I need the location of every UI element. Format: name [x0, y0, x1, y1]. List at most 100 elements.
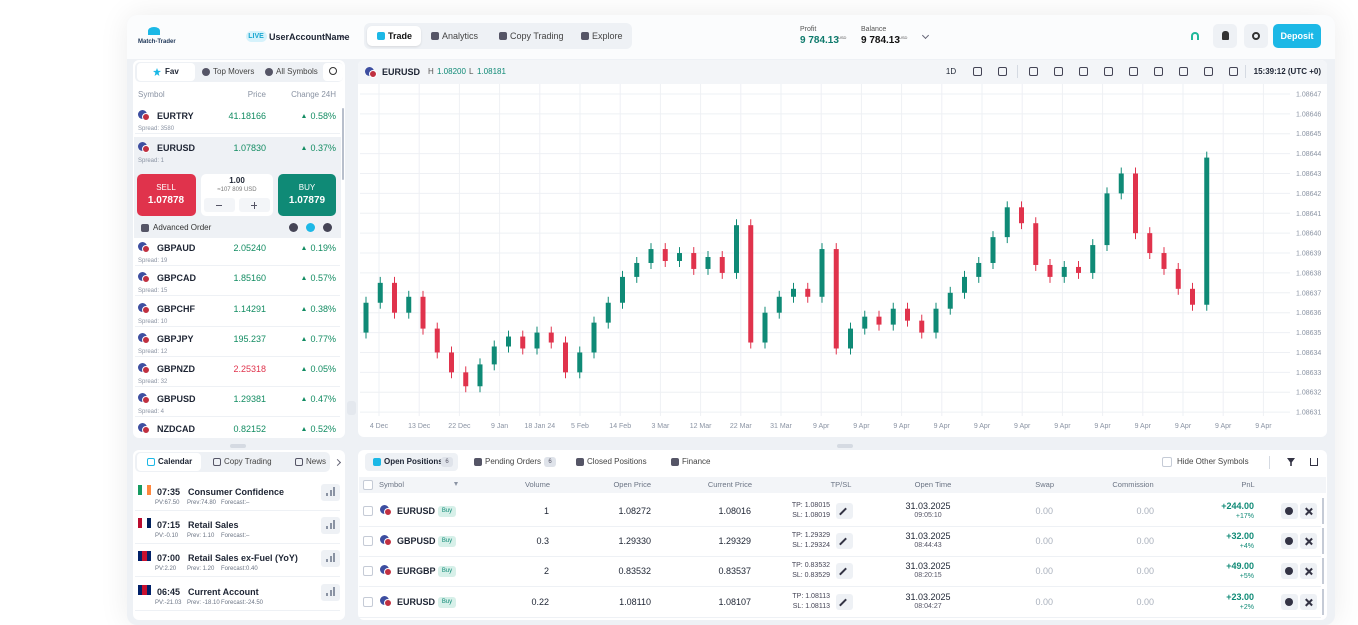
- column-header: Change 24H: [291, 90, 336, 99]
- positions-tab[interactable]: Open Positions: [384, 457, 443, 466]
- positions-tab[interactable]: Closed Positions: [587, 457, 647, 466]
- candle-body: [491, 346, 497, 365]
- checkbox[interactable]: [363, 536, 373, 546]
- search-icon: [329, 67, 337, 75]
- symbol: EURUSD: [397, 597, 436, 607]
- checkbox[interactable]: [363, 597, 373, 607]
- tool-icon[interactable]: [973, 67, 982, 76]
- calendar-tab[interactable]: News: [306, 457, 327, 466]
- tool-separator: [1017, 65, 1018, 78]
- candle-body: [1061, 266, 1067, 277]
- checkbox[interactable]: [363, 566, 373, 576]
- event-title[interactable]: Consumer Confidence: [188, 487, 285, 497]
- tab-icon: [265, 68, 273, 76]
- x-tick-label: 9 Apr: [1255, 423, 1272, 430]
- tab-icon: [431, 32, 439, 40]
- up-arrow: [302, 367, 306, 371]
- symbol[interactable]: GBPUSD: [157, 394, 196, 404]
- up-arrow: [302, 276, 306, 280]
- sell-button[interactable]: [137, 174, 196, 216]
- nav-tab[interactable]: Copy Trading: [510, 31, 564, 41]
- symbol[interactable]: EURUSD: [157, 143, 196, 153]
- tool-icon[interactable]: [1204, 67, 1213, 76]
- flag-stripe: [142, 485, 147, 495]
- buy-label[interactable]: BUY: [298, 183, 316, 192]
- balance-value: 9 784.13: [861, 35, 900, 46]
- candle-body: [392, 282, 397, 313]
- row-marker: [1322, 498, 1324, 524]
- event-title[interactable]: Retail Sales ex-Fuel (YoY): [188, 553, 298, 563]
- timeframe[interactable]: 1D: [945, 67, 957, 76]
- buy-price[interactable]: 1.07879: [288, 195, 326, 206]
- nav-tab[interactable]: Explore: [592, 31, 623, 41]
- checkbox[interactable]: [363, 506, 373, 516]
- buy-button[interactable]: [278, 174, 336, 216]
- flag-stripe: [138, 585, 143, 595]
- info-icon: [1285, 598, 1293, 606]
- tool-icon[interactable]: [1154, 67, 1163, 76]
- checkbox[interactable]: [1162, 457, 1172, 467]
- chart-symbol[interactable]: EURUSD: [382, 67, 421, 77]
- account-name[interactable]: UserAccountName: [269, 32, 350, 42]
- row-separator: [135, 576, 340, 577]
- change: 0.37%: [310, 143, 336, 153]
- deposit-button[interactable]: Deposit: [1280, 31, 1314, 41]
- y-tick-label: 1.08640: [1296, 231, 1321, 238]
- tool-icon[interactable]: [1054, 67, 1063, 76]
- tool-icon[interactable]: [1079, 67, 1088, 76]
- watchlist-tab[interactable]: All Symbols: [276, 67, 318, 76]
- sell-label[interactable]: SELL: [156, 183, 176, 192]
- download-icon[interactable]: [1310, 458, 1318, 466]
- checkbox[interactable]: [363, 480, 373, 490]
- tool-icon[interactable]: [1129, 67, 1138, 76]
- tool-icon[interactable]: [1029, 67, 1038, 76]
- tool-icon[interactable]: [1229, 67, 1238, 76]
- tool-icon[interactable]: [998, 67, 1007, 76]
- candle-body: [1090, 245, 1096, 273]
- tool-icon[interactable]: [1104, 67, 1113, 76]
- nav-tab[interactable]: Analytics: [442, 31, 479, 41]
- side: Buy: [441, 599, 453, 605]
- nav-tab[interactable]: Trade: [388, 31, 413, 41]
- count-badge: [544, 457, 556, 467]
- column-header: TP/SL: [830, 480, 852, 489]
- tool-icon[interactable]: [1179, 67, 1188, 76]
- event-title[interactable]: Current Account: [188, 587, 259, 597]
- watchlist-tab[interactable]: Top Movers: [213, 67, 255, 76]
- symbol[interactable]: NZDCAD: [157, 424, 195, 434]
- positions-tab[interactable]: Pending Orders: [485, 457, 542, 466]
- volume: 0.22: [531, 597, 549, 607]
- profit-label: Profit: [800, 26, 817, 33]
- symbol[interactable]: GBPCHF: [157, 304, 195, 314]
- tab-icon: [474, 458, 482, 466]
- sell-price[interactable]: 1.07878: [147, 195, 185, 206]
- hide-other-symbols[interactable]: Hide Other Symbols: [1177, 457, 1249, 466]
- symbol[interactable]: EURTRY: [157, 111, 194, 121]
- symbol[interactable]: GBPAUD: [157, 243, 196, 253]
- price: 2.05240: [233, 243, 266, 253]
- symbol[interactable]: GBPJPY: [157, 334, 194, 344]
- calendar-tab[interactable]: Calendar: [158, 457, 193, 466]
- filter-icon[interactable]: [1287, 458, 1295, 466]
- y-tick-label: 1.08645: [1296, 131, 1321, 138]
- event-detail: PV:-21.03: [155, 600, 182, 606]
- x-tick-label: 12 Mar: [690, 423, 712, 430]
- candle-body: [363, 302, 369, 333]
- commission: 0.00: [1136, 536, 1154, 546]
- up-arrow: [302, 114, 306, 118]
- candle-body: [520, 336, 526, 349]
- symbol[interactable]: GBPCAD: [157, 273, 197, 283]
- calendar-tab[interactable]: Copy Trading: [224, 457, 272, 466]
- event-title[interactable]: Retail Sales: [188, 520, 239, 530]
- symbol[interactable]: GBPNZD: [157, 364, 195, 374]
- candle-body: [876, 316, 882, 325]
- watchlist-tab[interactable]: Fav: [165, 67, 179, 76]
- deposit-bg[interactable]: [1273, 24, 1321, 48]
- advanced-order[interactable]: Advanced Order: [153, 223, 212, 232]
- change: 0.52%: [310, 424, 336, 434]
- take-profit: TP: 1.29329: [791, 532, 830, 539]
- positions-tab[interactable]: Finance: [682, 457, 711, 466]
- candle-body: [677, 253, 682, 261]
- candle-body: [1004, 207, 1010, 238]
